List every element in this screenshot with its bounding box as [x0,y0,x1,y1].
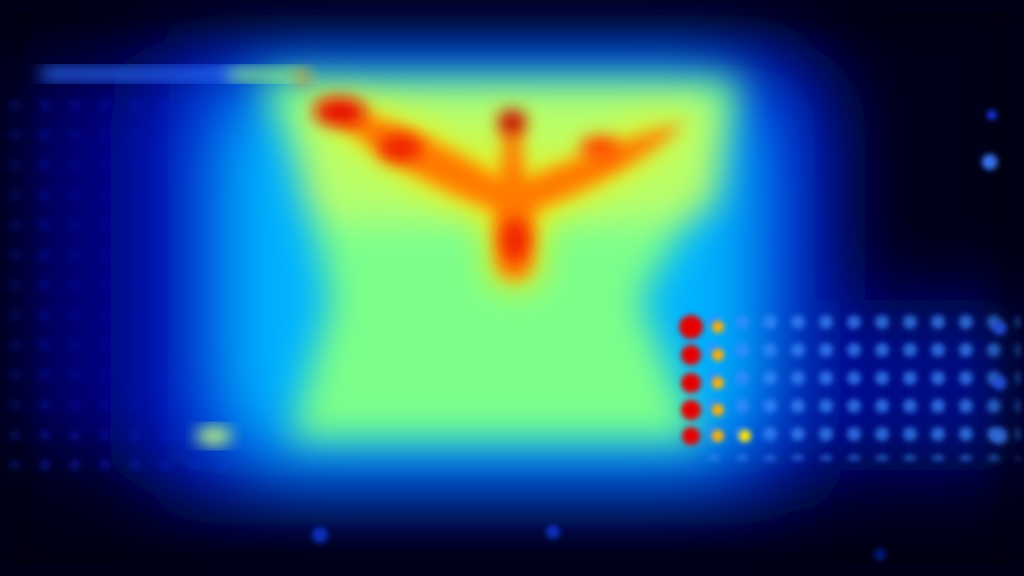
top-streak [40,68,310,80]
bird-red-spots [297,72,620,262]
bottom-blobs [312,525,886,561]
right-edge-dots [982,110,1008,444]
bottom-left-glow [196,427,232,445]
red-dot-column [679,315,751,445]
right-dot-grid [700,310,1020,460]
